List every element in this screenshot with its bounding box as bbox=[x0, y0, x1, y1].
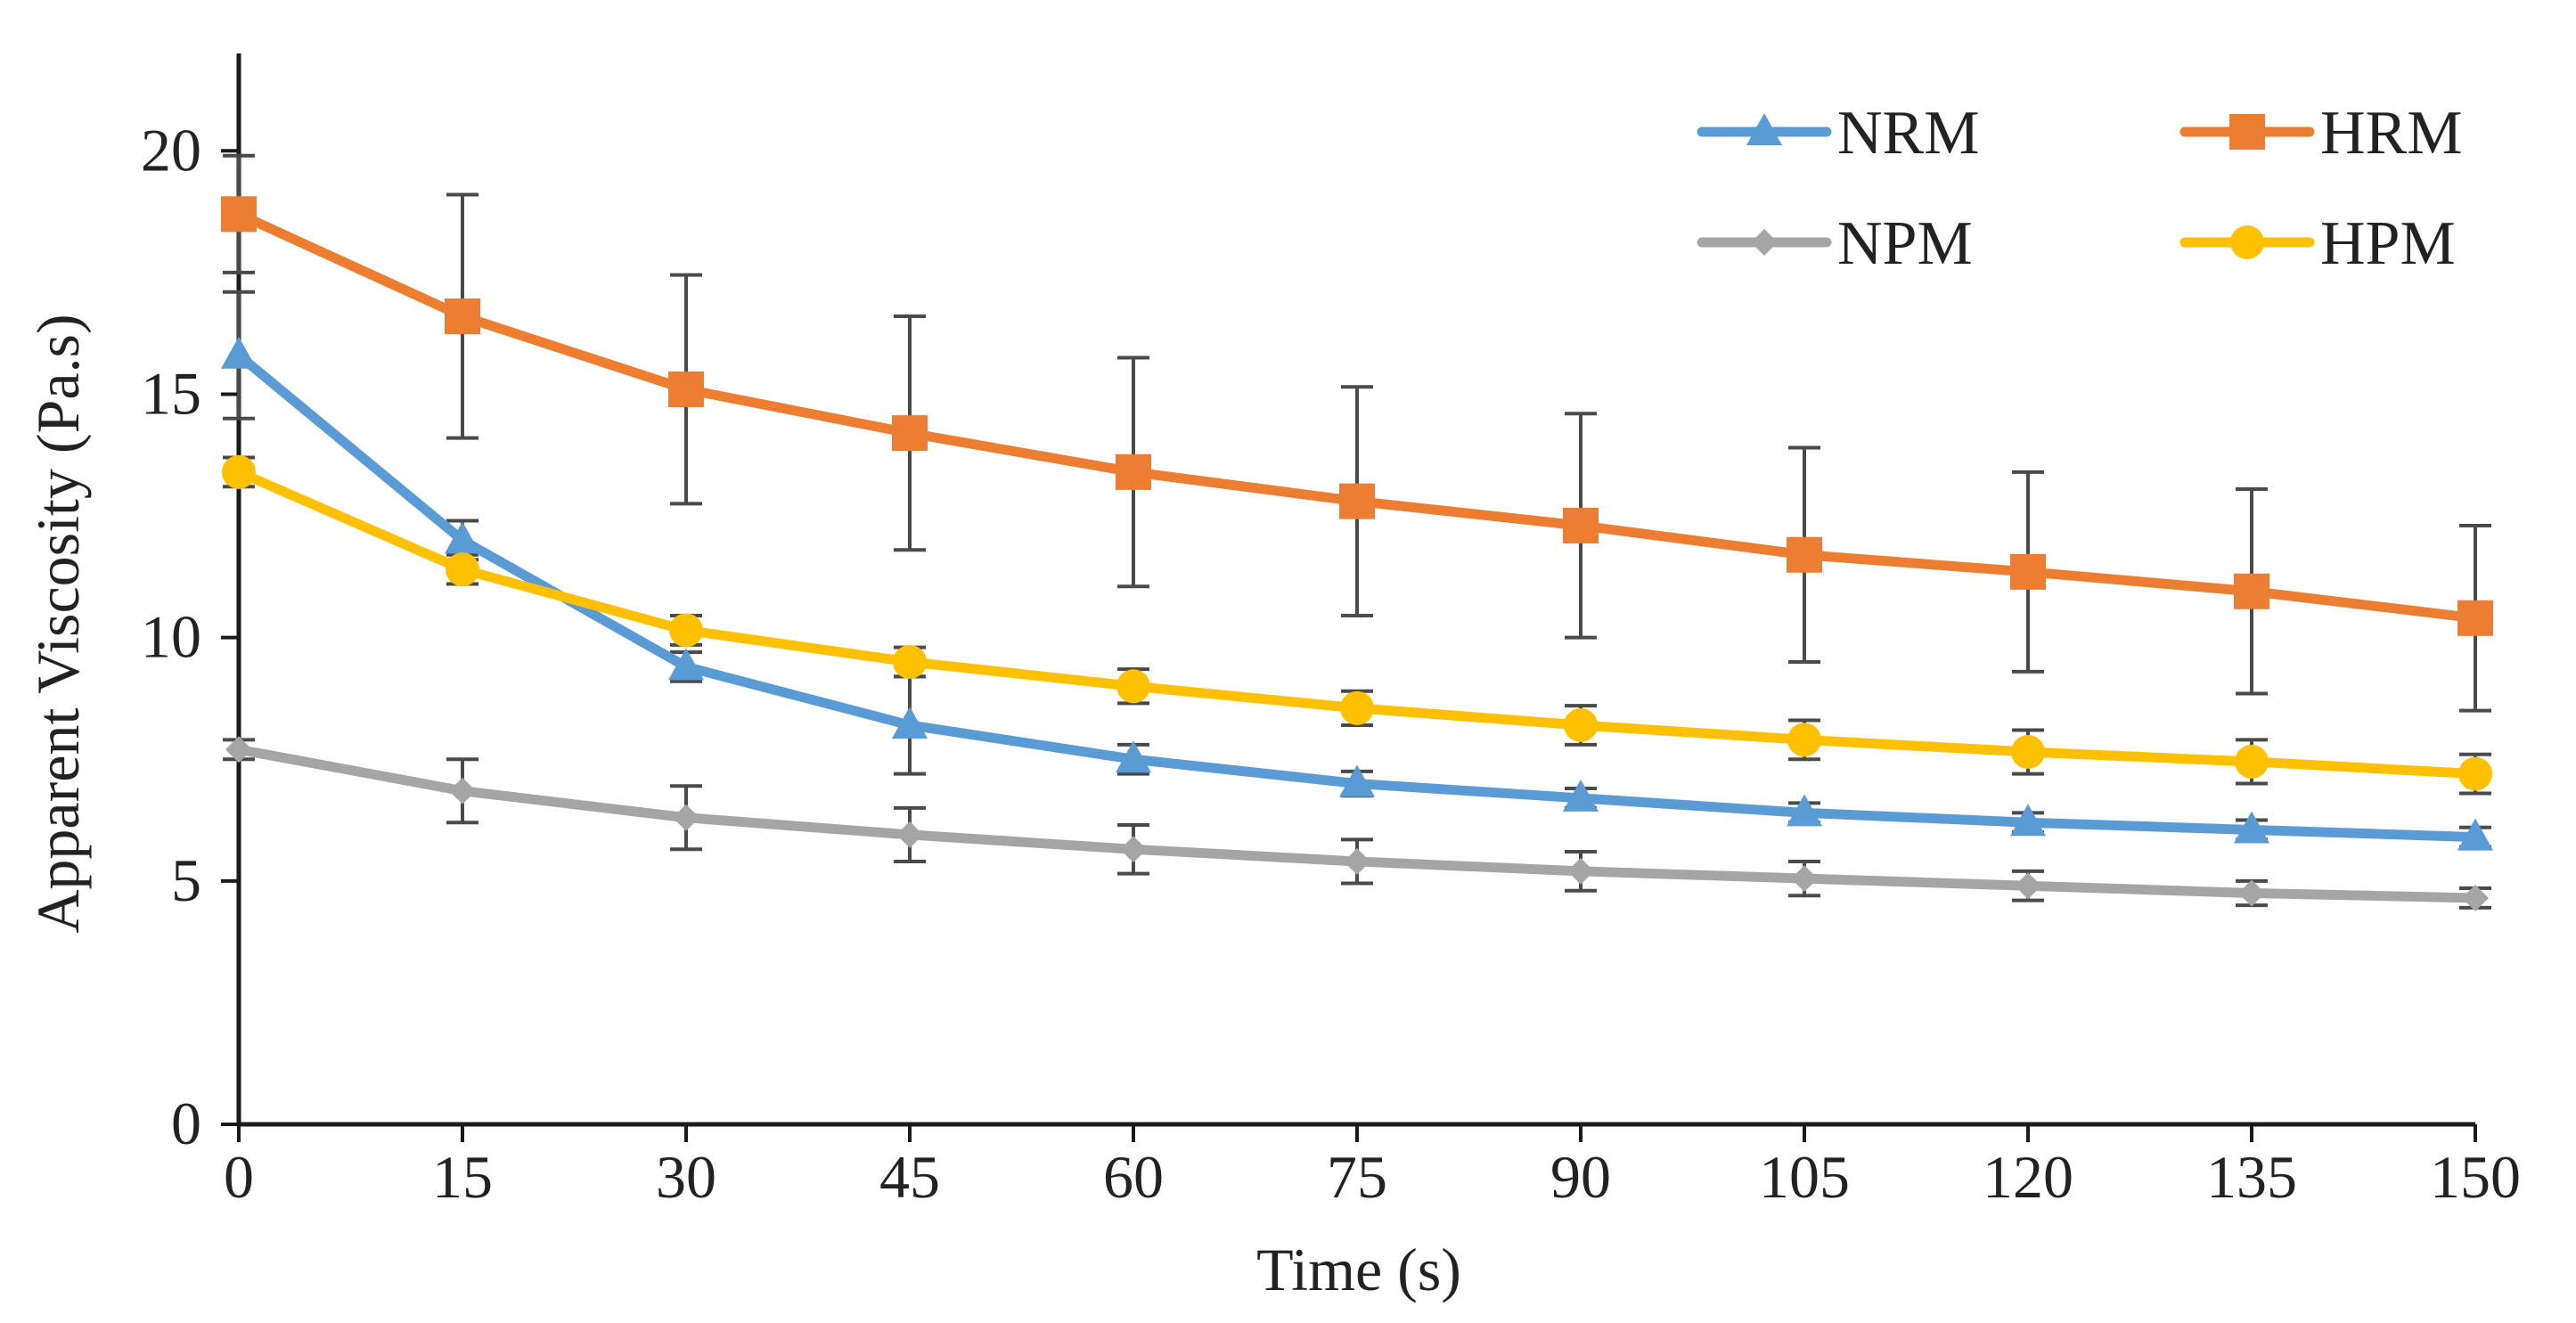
data-point-nrm bbox=[2010, 804, 2046, 837]
y-tick-label: 0 bbox=[171, 1090, 201, 1157]
legend-label-hpm: HPM bbox=[2320, 209, 2456, 278]
x-tick-label: 15 bbox=[432, 1143, 493, 1211]
data-point-hpm bbox=[1564, 707, 1598, 742]
data-point-nrm bbox=[1116, 740, 1151, 773]
data-point-npm bbox=[2238, 879, 2265, 907]
y-tick-label: 15 bbox=[141, 359, 201, 427]
data-point-hrm bbox=[1116, 453, 1151, 490]
legend-marker-hpm bbox=[2230, 225, 2264, 259]
data-point-nrm bbox=[1563, 779, 1599, 812]
data-point-npm bbox=[1791, 865, 1818, 893]
x-tick-label: 120 bbox=[1983, 1143, 2073, 1211]
legend-label-nrm: NRM bbox=[1837, 99, 1979, 167]
data-point-nrm bbox=[1787, 794, 1822, 827]
data-point-nrm bbox=[445, 521, 480, 554]
data-point-npm bbox=[2015, 872, 2041, 900]
series-markers bbox=[221, 196, 2493, 911]
data-point-hpm bbox=[1116, 669, 1150, 704]
data-point-hrm bbox=[2457, 600, 2493, 636]
data-point-hrm bbox=[668, 371, 704, 407]
x-tick-label: 60 bbox=[1103, 1143, 1164, 1211]
data-point-hrm bbox=[1339, 483, 1375, 519]
x-tick-label: 105 bbox=[1759, 1143, 1850, 1211]
legend-marker-hrm bbox=[2229, 114, 2265, 150]
legend: NRM HRM NPM HPM bbox=[1697, 99, 2462, 278]
x-tick-label: 135 bbox=[2206, 1143, 2297, 1211]
legend-marker-npm bbox=[1751, 229, 1778, 256]
data-point-hpm bbox=[669, 613, 703, 648]
axes: 0 5 10 15 20 0 15 30 45 60 75 90 105 120 135 150 bbox=[141, 53, 2521, 1211]
data-point-hpm bbox=[222, 454, 256, 489]
x-tick-label: 45 bbox=[879, 1143, 940, 1211]
data-point-npm bbox=[1344, 847, 1370, 875]
y-axis-title: Apparent Viscosity (Pa.s) bbox=[24, 314, 92, 933]
data-point-npm bbox=[673, 804, 699, 831]
x-axis-title: Time (s) bbox=[1256, 1236, 1461, 1303]
data-point-nrm bbox=[2234, 811, 2269, 844]
data-point-hrm bbox=[892, 415, 928, 452]
x-tick-label: 0 bbox=[224, 1143, 254, 1211]
data-point-hrm bbox=[2234, 573, 2269, 609]
y-tick-label: 10 bbox=[141, 603, 201, 671]
y-tick-label: 20 bbox=[141, 116, 201, 184]
data-point-nrm bbox=[1339, 764, 1375, 797]
data-point-nrm bbox=[892, 706, 928, 739]
data-point-hpm bbox=[1340, 690, 1374, 725]
data-point-npm bbox=[225, 736, 252, 764]
data-point-npm bbox=[2462, 884, 2489, 911]
x-tick-label: 75 bbox=[1327, 1143, 1387, 1211]
data-point-nrm bbox=[668, 648, 704, 681]
data-point-hrm bbox=[1563, 507, 1599, 543]
data-point-npm bbox=[1567, 857, 1594, 885]
legend-marker-nrm bbox=[1746, 113, 1782, 145]
data-point-hrm bbox=[221, 196, 257, 233]
data-point-hrm bbox=[1787, 536, 1822, 573]
legend-label-npm: NPM bbox=[1837, 209, 1973, 278]
data-point-hpm bbox=[1787, 723, 1821, 757]
data-point-nrm bbox=[221, 336, 257, 369]
data-point-npm bbox=[449, 777, 476, 804]
data-point-npm bbox=[896, 821, 923, 848]
data-point-nrm bbox=[2457, 818, 2493, 851]
data-point-hrm bbox=[445, 298, 480, 335]
data-point-hpm bbox=[893, 644, 927, 679]
data-point-hpm bbox=[446, 552, 479, 587]
y-tick-label: 5 bbox=[171, 846, 201, 914]
x-tick-label: 90 bbox=[1550, 1143, 1611, 1211]
data-point-hpm bbox=[2458, 756, 2492, 791]
legend-label-hrm: HRM bbox=[2320, 99, 2462, 167]
x-tick-label: 150 bbox=[2430, 1143, 2521, 1211]
x-tick-label: 30 bbox=[656, 1143, 716, 1211]
data-point-hrm bbox=[2010, 553, 2046, 590]
data-point-hpm bbox=[2235, 744, 2269, 779]
data-point-npm bbox=[1120, 836, 1147, 863]
data-point-hpm bbox=[2011, 735, 2045, 770]
